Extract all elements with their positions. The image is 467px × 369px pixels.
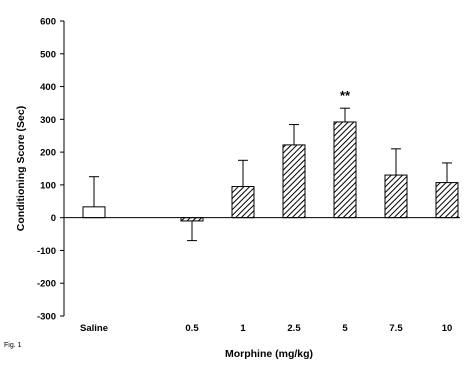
bar-5 xyxy=(333,121,357,219)
x-tick-label: 2.5 xyxy=(287,323,301,334)
y-tick-label: -300 xyxy=(37,312,56,323)
bar-1 xyxy=(231,186,255,219)
x-axis-title: Morphine (mg/kg) xyxy=(225,348,313,360)
y-tick-label: 200 xyxy=(40,148,56,159)
bar-10 xyxy=(435,182,459,219)
axes-layer xyxy=(63,21,460,316)
y-tick-label: 400 xyxy=(40,82,56,93)
figure-label: Fig. 1 xyxy=(4,342,22,349)
x-tick-label: 10 xyxy=(442,323,453,334)
y-tick-label: -100 xyxy=(37,246,56,257)
y-tick-label: 500 xyxy=(40,49,56,60)
x-tick-label: Saline xyxy=(80,323,108,334)
bar-7.5 xyxy=(384,174,408,219)
y-tick-label: -200 xyxy=(37,279,56,290)
x-tick-labels-layer: Saline 0.5 1 2.5 5 7.5 10 xyxy=(80,323,452,334)
bar-2.5 xyxy=(282,144,306,219)
y-axis-title: Conditioning Score (Sec) xyxy=(15,106,27,231)
annotations-layer: ** xyxy=(340,88,351,103)
y-tick-label: 0 xyxy=(51,213,56,224)
y-ticks-layer: -300 -200 -100 0 100 200 300 400 500 600 xyxy=(37,17,64,323)
bars-layer xyxy=(82,107,459,242)
y-tick-label: 300 xyxy=(40,115,56,126)
x-tick-label: 5 xyxy=(342,323,348,334)
x-tick-label: 1 xyxy=(240,323,246,334)
y-tick-label: 100 xyxy=(40,180,56,191)
y-tick-label: 600 xyxy=(40,17,56,28)
bar-Saline xyxy=(82,206,106,219)
significance-marker: ** xyxy=(340,88,351,103)
x-tick-label: 7.5 xyxy=(389,323,403,334)
x-tick-label: 0.5 xyxy=(185,323,199,334)
